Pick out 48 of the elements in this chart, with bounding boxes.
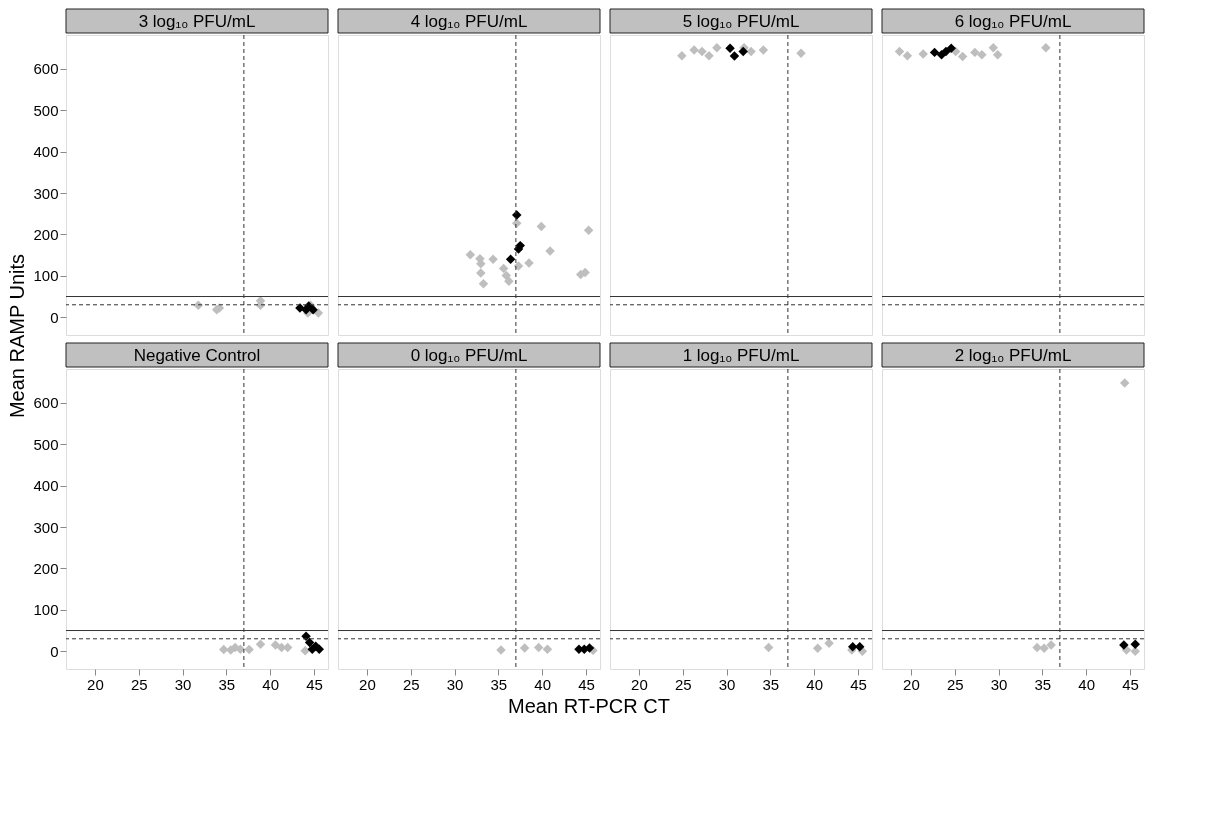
chart-title: Negative Control xyxy=(133,346,261,365)
chart-title: 4 log₁₀ PFU/mL xyxy=(410,12,528,31)
y-tick-label: 200 xyxy=(33,559,59,577)
x-tick-label: 20 xyxy=(631,675,648,693)
x-axis-title: Mean RT-PCR CT xyxy=(508,695,670,717)
x-tick-label: 25 xyxy=(946,675,964,693)
y-tick-label: 100 xyxy=(33,267,59,285)
x-tick-label: 45 xyxy=(850,675,867,693)
chart-title: 0 log₁₀ PFU/mL xyxy=(410,346,528,365)
x-tick-label: 35 xyxy=(1034,675,1052,693)
x-tick-label: 45 xyxy=(578,675,595,693)
chart-title: 1 log₁₀ PFU/mL xyxy=(682,346,800,365)
x-tick-label: 40 xyxy=(806,675,824,693)
x-tick-label: 30 xyxy=(718,675,736,693)
x-tick-label: 45 xyxy=(1122,675,1139,693)
x-tick-label: 30 xyxy=(174,675,192,693)
x-tick-label: 20 xyxy=(87,675,104,693)
y-tick-label: 300 xyxy=(33,518,59,536)
y-tick-label: 300 xyxy=(33,184,59,202)
x-tick-label: 25 xyxy=(674,675,692,693)
x-tick-label: 35 xyxy=(490,675,508,693)
x-tick-label: 35 xyxy=(218,675,236,693)
y-tick-label: 500 xyxy=(33,435,59,453)
x-tick-label: 25 xyxy=(402,675,420,693)
x-tick-label: 30 xyxy=(990,675,1008,693)
x-tick-label: 20 xyxy=(903,675,920,693)
y-tick-label: 100 xyxy=(33,601,59,619)
chart-title: 3 log₁₀ PFU/mL xyxy=(138,12,256,31)
chart-title: 2 log₁₀ PFU/mL xyxy=(954,346,1072,365)
x-tick-label: 20 xyxy=(359,675,376,693)
y-tick-label: 600 xyxy=(33,394,59,412)
x-tick-label: 45 xyxy=(306,675,323,693)
chart-title: 6 log₁₀ PFU/mL xyxy=(954,12,1072,31)
y-tick-label: 200 xyxy=(33,225,59,243)
y-tick-label: 600 xyxy=(33,60,59,78)
x-tick-label: 40 xyxy=(534,675,552,693)
x-tick-label: 30 xyxy=(446,675,464,693)
x-tick-label: 35 xyxy=(762,675,780,693)
y-tick-label: 400 xyxy=(33,143,59,161)
y-tick-label: 500 xyxy=(33,101,59,119)
x-tick-label: 40 xyxy=(1078,675,1096,693)
x-tick-label: 40 xyxy=(262,675,280,693)
chart-title: 5 log₁₀ PFU/mL xyxy=(682,12,800,31)
y-tick-label: 0 xyxy=(50,308,59,326)
y-axis-title: Mean RAMP Units xyxy=(6,253,28,419)
x-tick-label: 25 xyxy=(130,675,148,693)
y-tick-label: 400 xyxy=(33,477,59,495)
y-tick-label: 0 xyxy=(50,642,59,660)
